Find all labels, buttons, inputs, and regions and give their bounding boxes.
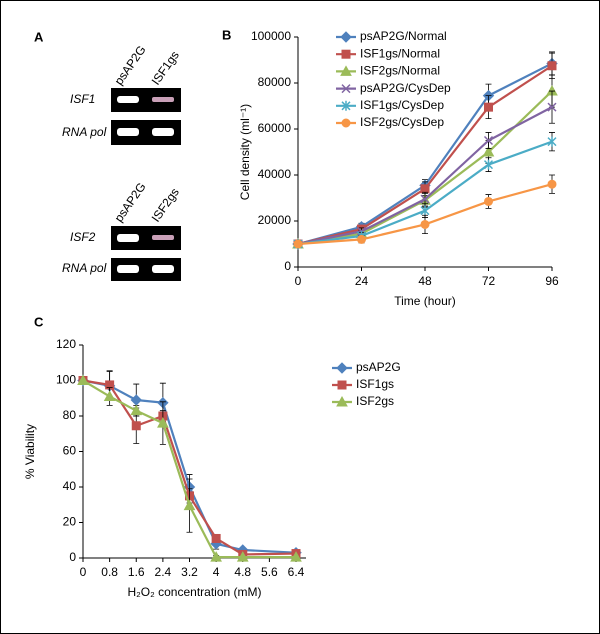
marker bbox=[547, 179, 557, 189]
band bbox=[152, 128, 174, 136]
y-tick-label: 20000 bbox=[258, 213, 292, 227]
y-tick-label: 40 bbox=[63, 479, 77, 493]
x-tick-label: 24 bbox=[355, 274, 369, 288]
marker bbox=[210, 551, 222, 562]
legend-label: ISF1gs bbox=[356, 377, 394, 391]
y-tick-label: 100000 bbox=[251, 29, 291, 43]
band bbox=[117, 234, 139, 242]
x-tick-label: 4.8 bbox=[234, 565, 251, 579]
gel bbox=[111, 258, 181, 281]
x-tick-label: 0 bbox=[295, 274, 302, 288]
x-tick-label: 72 bbox=[482, 274, 496, 288]
y-tick-label: 80000 bbox=[258, 75, 292, 89]
y-axis-label: Cell density (ml⁻¹) bbox=[238, 104, 252, 200]
x-tick-label: 48 bbox=[418, 274, 432, 288]
marker bbox=[482, 145, 495, 157]
legend-label: psAP2G bbox=[356, 360, 401, 374]
x-tick-label: 2.4 bbox=[155, 565, 172, 579]
band bbox=[117, 96, 139, 103]
marker bbox=[130, 404, 143, 416]
legend-marker bbox=[340, 31, 352, 43]
legend-label: ISF2gs bbox=[356, 394, 394, 408]
y-tick-label: 20 bbox=[63, 515, 77, 529]
band bbox=[152, 97, 174, 102]
x-axis-label: Time (hour) bbox=[394, 294, 456, 308]
marker bbox=[157, 417, 169, 428]
y-tick-label: 60 bbox=[63, 444, 77, 458]
band bbox=[117, 128, 139, 136]
row-label: RNA pol bbox=[62, 261, 107, 275]
marker bbox=[420, 205, 430, 216]
panel-label: C bbox=[34, 314, 44, 329]
row-label: ISF2 bbox=[70, 230, 96, 244]
legend-label: ISF1gs/CysDep bbox=[360, 98, 444, 112]
x-tick-label: 0 bbox=[80, 565, 87, 579]
legend-marker bbox=[340, 65, 352, 76]
y-axis-label: % Viability bbox=[23, 424, 37, 479]
marker bbox=[236, 551, 249, 562]
panel-label: B bbox=[222, 27, 231, 42]
y-tick-label: 60000 bbox=[258, 121, 292, 135]
y-tick-label: 0 bbox=[284, 259, 291, 273]
y-tick-label: 0 bbox=[69, 550, 76, 564]
row-label: RNA pol bbox=[62, 125, 107, 139]
marker bbox=[293, 239, 303, 249]
band bbox=[152, 235, 174, 240]
legend-marker bbox=[336, 362, 348, 374]
marker bbox=[547, 61, 557, 71]
marker bbox=[483, 159, 494, 170]
legend-marker bbox=[337, 380, 347, 390]
marker bbox=[211, 533, 221, 543]
x-tick-label: 0.8 bbox=[101, 565, 118, 579]
band bbox=[117, 265, 139, 273]
legend-label: psAP2G/Normal bbox=[360, 29, 447, 43]
panel-label: A bbox=[34, 29, 44, 44]
legend-label: ISF1gs/Normal bbox=[360, 46, 440, 60]
marker bbox=[420, 194, 430, 204]
legend-marker bbox=[341, 84, 351, 94]
x-tick-label: 4 bbox=[213, 565, 220, 579]
marker bbox=[357, 234, 366, 244]
y-tick-label: 100 bbox=[56, 373, 76, 387]
x-tick-label: 5.6 bbox=[261, 565, 278, 579]
x-tick-label: 3.2 bbox=[181, 565, 198, 579]
marker bbox=[420, 184, 430, 194]
marker bbox=[484, 102, 493, 112]
y-tick-label: 40000 bbox=[258, 167, 292, 181]
marker bbox=[484, 196, 493, 206]
marker bbox=[103, 390, 116, 401]
legend-marker bbox=[341, 100, 351, 111]
legend-label: ISF2gs/CysDep bbox=[360, 115, 444, 129]
x-tick-label: 96 bbox=[545, 274, 559, 288]
band bbox=[152, 265, 174, 273]
x-axis-label: H₂O₂ concentration (mM) bbox=[127, 585, 261, 599]
legend-label: ISF2gs/Normal bbox=[360, 64, 440, 78]
marker bbox=[420, 219, 430, 229]
y-tick-label: 120 bbox=[56, 337, 76, 351]
x-tick-label: 1.6 bbox=[128, 565, 145, 579]
legend-label: psAP2G/CysDep bbox=[360, 81, 451, 95]
legend-marker bbox=[341, 118, 351, 128]
legend-marker bbox=[341, 49, 351, 59]
marker bbox=[547, 136, 557, 147]
legend-marker bbox=[336, 395, 348, 407]
row-label: ISF1 bbox=[70, 92, 95, 106]
marker bbox=[183, 499, 196, 511]
marker bbox=[77, 374, 89, 385]
x-tick-label: 6.4 bbox=[288, 565, 305, 579]
y-tick-label: 80 bbox=[63, 408, 77, 422]
marker bbox=[290, 551, 302, 562]
marker bbox=[483, 135, 494, 146]
marker bbox=[547, 102, 557, 112]
marker bbox=[131, 421, 141, 431]
